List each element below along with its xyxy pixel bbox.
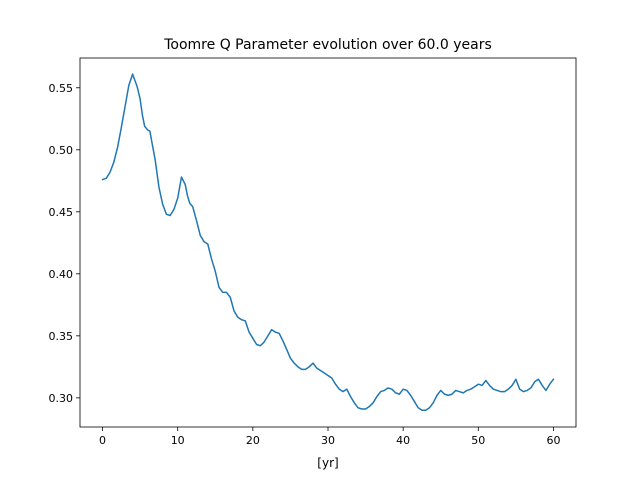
x-tick-label: 0 bbox=[99, 434, 106, 447]
y-tick-label: 0.35 bbox=[49, 330, 74, 343]
x-ticks: 0 10 20 30 40 50 60 bbox=[99, 427, 560, 447]
y-tick-label: 0.45 bbox=[49, 206, 74, 219]
series-line bbox=[101, 73, 555, 412]
y-tick-label: 0.40 bbox=[49, 268, 74, 281]
y-tick-label: 0.55 bbox=[49, 82, 74, 95]
y-tick-label: 0.30 bbox=[49, 392, 74, 405]
x-tick-label: 50 bbox=[471, 434, 485, 447]
chart-title: Toomre Q Parameter evolution over 60.0 y… bbox=[163, 37, 492, 53]
x-tick-label: 40 bbox=[396, 434, 410, 447]
x-tick-label: 30 bbox=[321, 434, 335, 447]
x-tick-label: 10 bbox=[171, 434, 185, 447]
y-tick-label: 0.50 bbox=[49, 144, 74, 157]
x-tick-label: 20 bbox=[246, 434, 260, 447]
plot-area bbox=[80, 58, 576, 427]
x-axis-label: [yr] bbox=[317, 456, 338, 470]
y-ticks: 0.30 0.35 0.40 0.45 0.50 0.55 bbox=[49, 82, 80, 405]
x-tick-label: 60 bbox=[546, 434, 560, 447]
